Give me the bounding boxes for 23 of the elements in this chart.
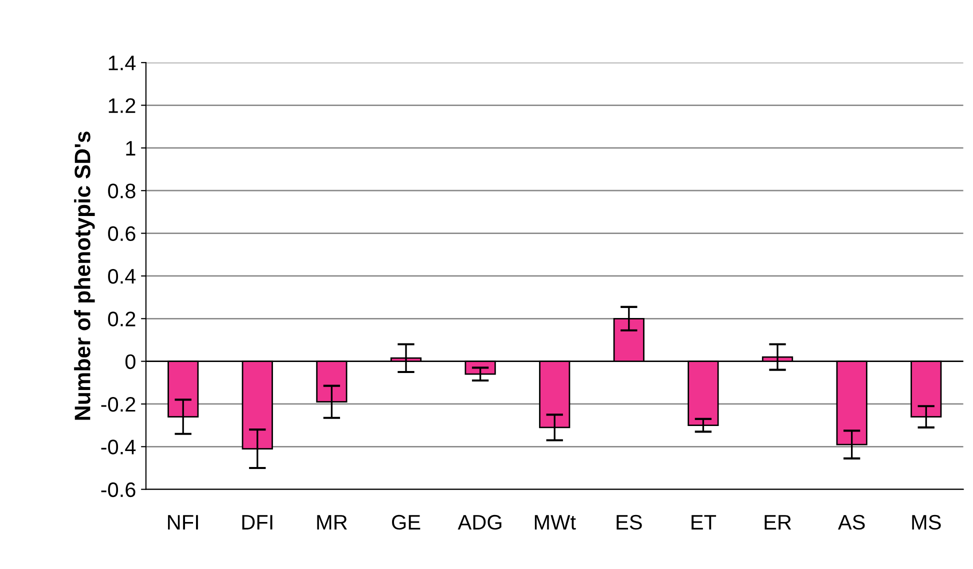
y-tick-label: 1 bbox=[126, 141, 136, 156]
x-tick-label: AS bbox=[838, 514, 865, 530]
x-tick-label: NFI bbox=[168, 515, 198, 530]
y-tick-label: -0.2 bbox=[101, 396, 136, 412]
y-tick-label: 1.2 bbox=[108, 98, 136, 113]
y-axis-title: Number of phenotypic SD's bbox=[74, 132, 95, 420]
y-tick-label: 1.4 bbox=[108, 56, 136, 70]
y-tick-label: 0.4 bbox=[108, 268, 136, 284]
x-tick-label: MWt bbox=[534, 515, 576, 530]
x-tick-label: DFI bbox=[242, 515, 272, 530]
x-tick-label: ET bbox=[692, 515, 716, 530]
y-tick-label: 0.2 bbox=[108, 312, 136, 326]
y-tick-label: 0 bbox=[125, 354, 136, 370]
x-tick-label: ADG bbox=[458, 514, 502, 530]
y-tick-label: 0.8 bbox=[108, 184, 136, 198]
x-tick-label: MR bbox=[317, 515, 347, 530]
y-tick-label: 0.6 bbox=[108, 226, 136, 242]
x-tick-label: MS bbox=[912, 514, 941, 530]
x-tick-label: ER bbox=[764, 515, 792, 530]
x-tick-label: ES bbox=[616, 514, 642, 530]
y-tick-label: -0.4 bbox=[101, 440, 136, 454]
x-tick-label: GE bbox=[392, 514, 420, 530]
y-tick-label: -0.6 bbox=[101, 482, 136, 498]
